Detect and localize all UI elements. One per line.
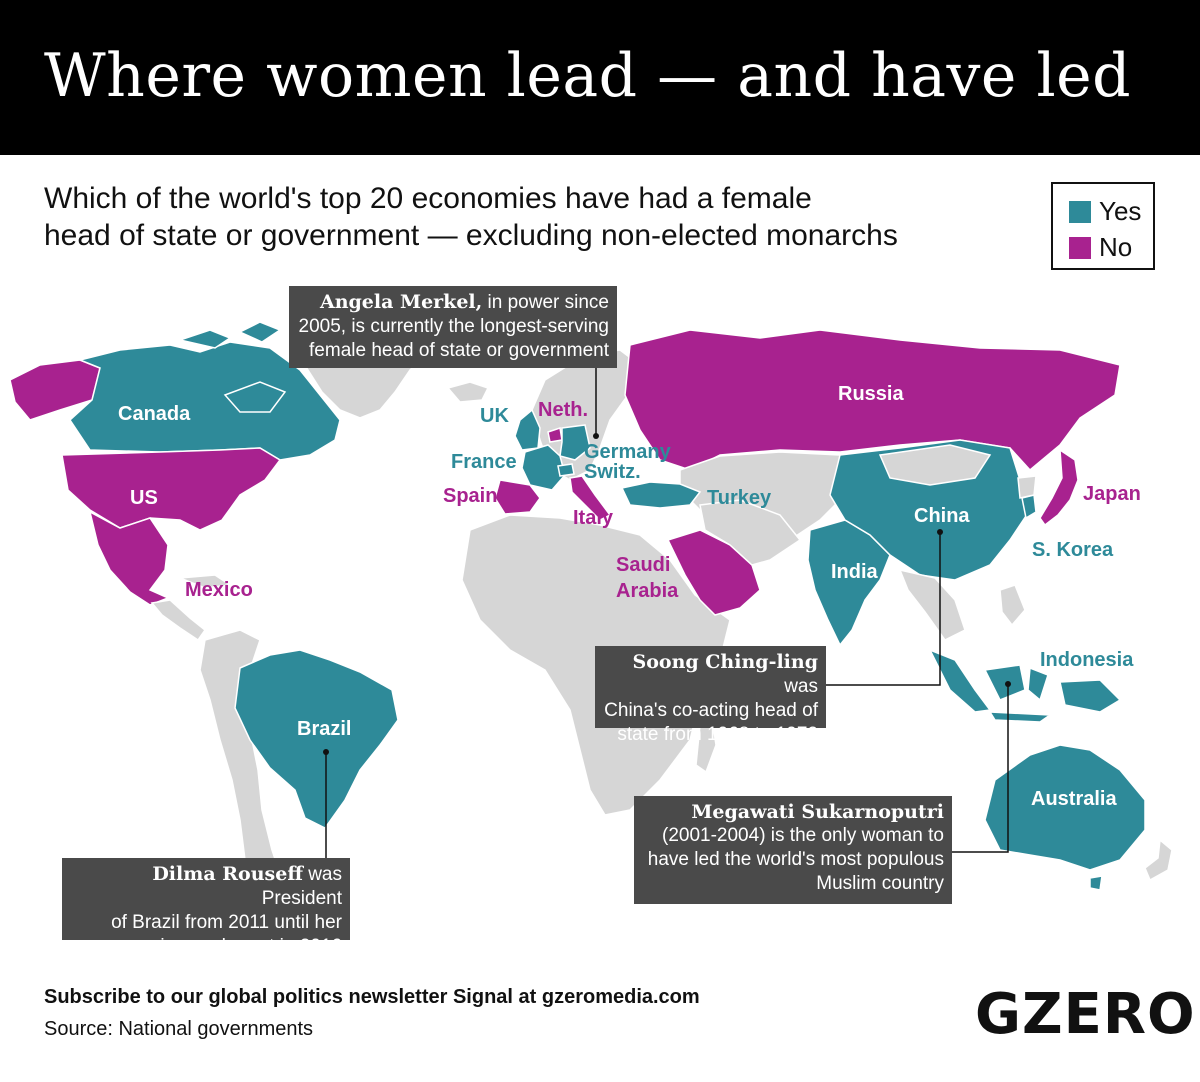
middle-east-shape [699,499,802,566]
subtitle-line-2: head of state or government — excluding … [44,219,898,252]
dilma-line-3: impeachment in 2016 [160,936,342,957]
dilma-name: Dilma Rouseff [152,863,303,885]
label-neth: Neth. [538,399,588,421]
iceland-shape [446,381,490,403]
canada-shape [69,341,341,461]
france-shape [521,444,566,491]
newsletter-link[interactable]: Subscribe to our global politics newslet… [44,986,700,1008]
soong-callout: Soong Ching-ling was China's co-acting h… [595,646,826,745]
china-shape [829,439,1031,581]
gzero-logo: GZERO [975,982,1196,1047]
merkel-line-3: female head of state or government [309,340,609,361]
megawati-line-2: (2001-2004) is the only woman to [662,825,944,846]
soong-line-2: China's co-acting head of [604,700,818,721]
label-china: China [914,505,970,527]
label-canada: Canada [118,403,191,425]
merkel-line-2: 2005, is currently the longest-serving [298,316,610,337]
southeast-asia-shape [898,568,966,641]
label-brazil: Brazil [297,718,352,740]
megawati-line-4: Muslim country [816,873,944,894]
legend-label-yes: Yes [1099,196,1142,226]
label-uk: UK [480,405,509,427]
japan-shape [1039,448,1079,527]
label-india: India [831,561,878,583]
chart-title: Where women lead — and have led [44,41,1132,111]
germany-shape [559,424,591,461]
legend-swatch-yes [1069,200,1091,223]
merkel-dot [593,433,599,439]
italy-shape [569,475,612,521]
megawati-line-3: have led the world's most populous [647,849,944,870]
label-indonesia: Indonesia [1040,649,1134,671]
chart-subtitle: Which of the world's top 20 economies ha… [44,180,1024,254]
soong-line-1: was [784,676,818,697]
title-bar: Where women lead — and have led [0,0,1200,155]
new-zealand-shape [1144,838,1173,882]
megawati-name: Megawati Sukarnoputri [691,801,944,823]
label-spain: Spain [443,485,498,507]
label-germany: Germany [584,441,671,463]
legend-item-yes: Yes [1069,196,1141,227]
dilma-line-1: was President [261,864,342,909]
label-saudi-arabia: Saudi Arabia [616,554,679,602]
legend-swatch-no [1069,236,1091,259]
merkel-name: Angela Merkel, [319,291,483,313]
soong-leader-line [826,532,941,686]
dilma-dot [323,749,329,755]
world-map [9,311,1173,902]
megawati-dot [1005,681,1011,687]
label-mexico: Mexico [185,579,253,601]
mexico-shape [88,510,170,606]
label-russia: Russia [838,383,904,405]
subtitle-line-1: Which of the world's top 20 economies ha… [44,182,812,215]
megawati-leader-line [944,684,1009,853]
mongolia-shape [878,444,992,486]
label-switz: Switz. [584,461,641,483]
legend-label-no: No [1099,232,1133,262]
brazil-shape [234,649,399,829]
soong-line-3: state from 1968 to 1972 [617,724,818,745]
spain-shape [494,479,541,515]
label-france: France [451,451,517,473]
dilma-callout: Dilma Rouseff was President of Brazil fr… [62,858,350,957]
philippines-shape [999,584,1026,627]
europe-shape [531,349,641,481]
label-australia: Australia [1031,788,1117,810]
canadian-islands-shape [177,321,287,413]
saudi-arabia-shape [666,529,761,616]
tasmania-shape [1089,875,1103,891]
source-note: Source: National governments [44,1018,314,1040]
legend: Yes No [1051,182,1155,270]
label-japan: Japan [1083,483,1141,505]
megawati-callout: Megawati Sukarnoputri (2001-2004) is the… [634,796,952,904]
soong-dot [937,529,943,535]
central-america-shape [150,574,233,642]
soong-name: Soong Ching-ling [632,651,818,673]
switzerland-shape [557,463,575,477]
dilma-line-2: of Brazil from 2011 until her [111,912,342,933]
indonesia-shape [928,648,1122,723]
russia-shape [624,329,1121,472]
north-korea-shape [1017,475,1037,499]
label-italy: Italy [573,507,614,529]
us-shape [61,447,282,531]
australia-shape [984,744,1146,871]
turkey-shape [620,481,702,509]
label-us: US [130,487,158,509]
legend-item-no: No [1069,232,1132,263]
merkel-callout: Angela Merkel, in power since 2005, is c… [289,286,617,368]
label-turkey: Turkey [707,487,772,509]
merkel-line-1: in power since [482,292,609,313]
label-s-korea: S. Korea [1032,539,1114,561]
